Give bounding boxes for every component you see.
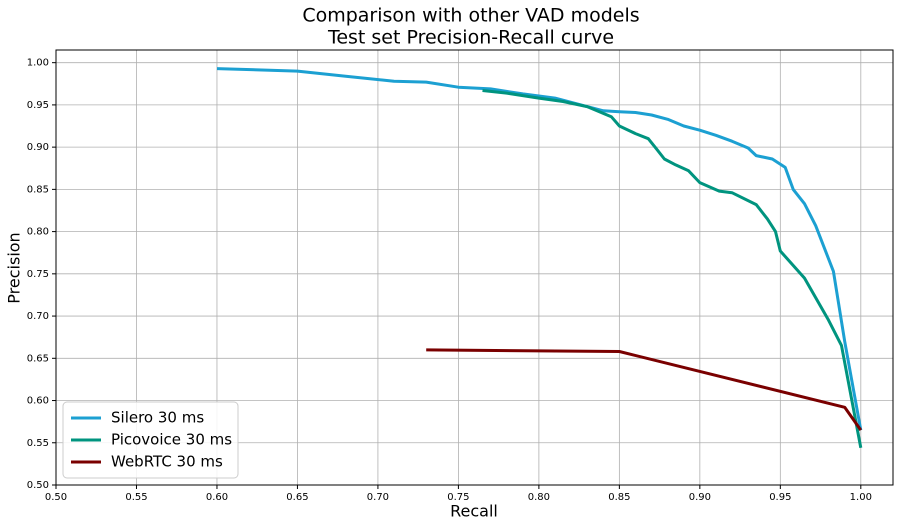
x-tick-label: 0.95 (769, 492, 791, 503)
y-axis-label: Precision (5, 232, 24, 303)
legend-label: WebRTC 30 ms (111, 453, 223, 471)
y-tick-label: 0.70 (27, 311, 49, 322)
y-tick-label: 0.55 (27, 438, 49, 449)
legend-box (62, 401, 239, 479)
chart-subtitle: Test set Precision-Recall curve (327, 27, 614, 49)
chart-title: Comparison with other VAD models (302, 5, 639, 27)
plot-frame (55, 49, 894, 486)
x-tick-label: 0.65 (286, 492, 308, 503)
legend-label: Picovoice 30 ms (111, 431, 232, 449)
x-tick-label: 0.50 (45, 492, 67, 503)
y-tick-label: 0.90 (27, 142, 49, 153)
y-tick-label: 1.00 (27, 58, 49, 69)
x-tick-label: 0.90 (689, 492, 711, 503)
y-tick-label: 0.85 (27, 184, 49, 195)
y-tick-label: 0.75 (27, 269, 49, 280)
y-tick-label: 0.65 (27, 353, 49, 364)
y-tick-label: 0.95 (27, 100, 49, 111)
series-line (426, 348, 863, 431)
y-tick-label: 0.60 (27, 396, 49, 407)
y-tick-label: 0.50 (27, 480, 49, 491)
series-line (216, 67, 863, 431)
x-axis-label: Recall (450, 502, 498, 521)
x-tick-label: 0.70 (367, 492, 389, 503)
x-tick-label: 0.80 (528, 492, 550, 503)
x-tick-label: 0.60 (206, 492, 228, 503)
legend-label: Silero 30 ms (111, 409, 204, 427)
y-tick-label: 0.80 (27, 227, 49, 238)
x-tick-label: 1.00 (850, 492, 872, 503)
x-tick-label: 0.55 (125, 492, 147, 503)
series-line (482, 89, 863, 449)
legend: Silero 30 ms Picovoice 30 ms WebRTC 30 ms (62, 401, 239, 479)
x-tick-label: 0.75 (447, 492, 469, 503)
x-tick-label: 0.85 (608, 492, 630, 503)
